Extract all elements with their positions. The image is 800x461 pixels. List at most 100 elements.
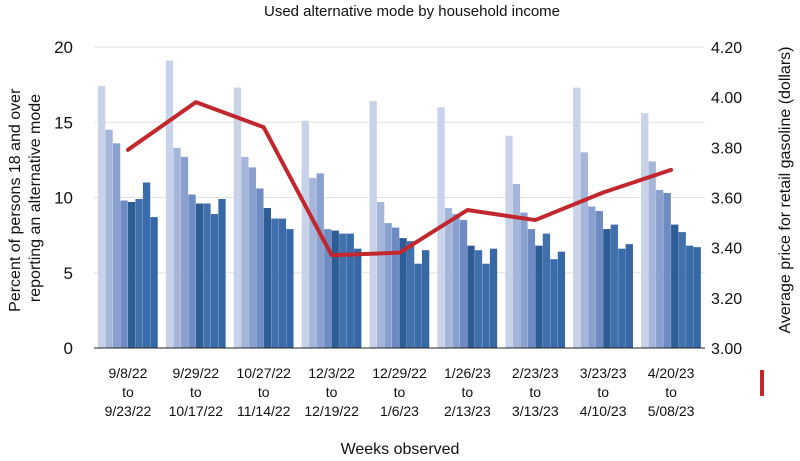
chart-title: Used alternative mode by household incom… [264,3,560,20]
bar [407,241,415,348]
bar [595,211,603,348]
bar [512,183,521,348]
bar [550,259,558,348]
bar [467,245,475,348]
bar [210,214,219,348]
y-right-tick-label: 3.60 [711,191,742,208]
y-right-tick-label: 3.80 [711,140,742,157]
bar [324,229,332,348]
bar [150,217,158,348]
bar [452,214,460,348]
y-right-tick-label: 3.00 [711,341,742,358]
x-tick-label: 1/6/23 [380,403,419,419]
bar [641,113,649,348]
x-tick-label: to [258,384,270,400]
bar [377,202,385,348]
x-tick-label: 9/29/22 [172,365,219,381]
x-tick-label: 2/13/23 [444,403,491,419]
bar [573,87,581,348]
bar [505,135,513,348]
y-left-tick-label: 20 [54,38,73,57]
x-tick-label: 9/8/22 [108,365,147,381]
bar [271,218,279,348]
x-tick-label: 3/13/23 [512,403,559,419]
bar [354,248,362,348]
series-line [125,100,674,258]
bar [625,244,633,348]
x-tick-label: 11/14/22 [237,403,291,419]
bar [520,212,528,348]
bar [286,229,294,348]
x-axis-label: Weeks observed [341,441,460,458]
y-left-label-line-1: Percent of persons 18 and over [7,88,24,312]
bar [263,208,272,348]
bar [309,177,317,348]
bar [135,199,143,348]
bar [218,199,226,348]
x-tick-label: 5/08/23 [648,403,695,419]
bar [127,202,136,348]
bar [686,245,694,348]
y-left-tick-label: 0 [64,339,73,358]
bar [603,229,611,348]
x-tick-label: 4/10/23 [580,403,627,419]
y-left-tick-label: 15 [54,113,73,132]
y-right-tick-label: 3.20 [711,291,742,308]
y-right-tick-label: 4.00 [711,90,742,107]
x-tick-label: 3/23/23 [580,365,627,381]
bar [671,224,679,348]
bar [414,263,422,348]
x-tick-label: 9/23/22 [105,403,152,419]
bar [444,208,453,348]
x-tick-label: to [665,384,677,400]
x-tick-label: 2/23/23 [512,365,559,381]
bar [618,248,626,348]
y-left-tick-label: 10 [54,189,73,208]
y-left-tick-label: 5 [64,264,73,283]
x-tick-label: to [462,384,474,400]
bar [557,251,566,348]
y-left-ticks: 0 5 10 15 20 [54,38,73,358]
bar [346,233,354,348]
x-tick-label: 4/20/23 [648,365,695,381]
bar [392,227,400,348]
bar [489,248,498,348]
bar [316,173,324,348]
bar [384,223,392,348]
bar [399,238,407,348]
bars [97,60,701,349]
x-tick-label: 12/19/22 [304,403,359,419]
bar [248,167,257,348]
bar [97,86,106,348]
bar [459,220,468,348]
x-tick-label: 12/29/22 [372,365,427,381]
y-right-label: Average price for retail gasoline (dolla… [777,47,794,334]
x-tick-label: to [597,384,609,400]
x-tick-label: to [529,384,541,400]
bar [369,101,377,349]
x-tick-label: to [394,384,406,400]
x-tick-label: to [122,384,134,400]
y-left-label-line-2: reporting an alternative mode [27,94,44,302]
bar [663,192,671,348]
bar [482,263,490,348]
x-category-labels: 9/8/22 to 9/23/22 9/29/22 to 10/17/22 10/27/22… [105,365,695,419]
bar [278,218,287,348]
x-tick-label: 10/17/22 [169,403,224,419]
bar [120,200,128,348]
bar [339,233,347,348]
bar [678,232,686,348]
bar [656,189,664,348]
bar [241,156,249,348]
bar [535,245,543,348]
bar [331,230,339,348]
y-right-tick-label: 4.20 [711,40,742,57]
x-tick-label: to [190,384,202,400]
bar [648,161,656,348]
y-right-tick-label: 3.40 [711,241,742,258]
bar [195,203,204,348]
price-line [125,100,674,258]
bar [165,60,174,348]
bar [142,182,151,348]
